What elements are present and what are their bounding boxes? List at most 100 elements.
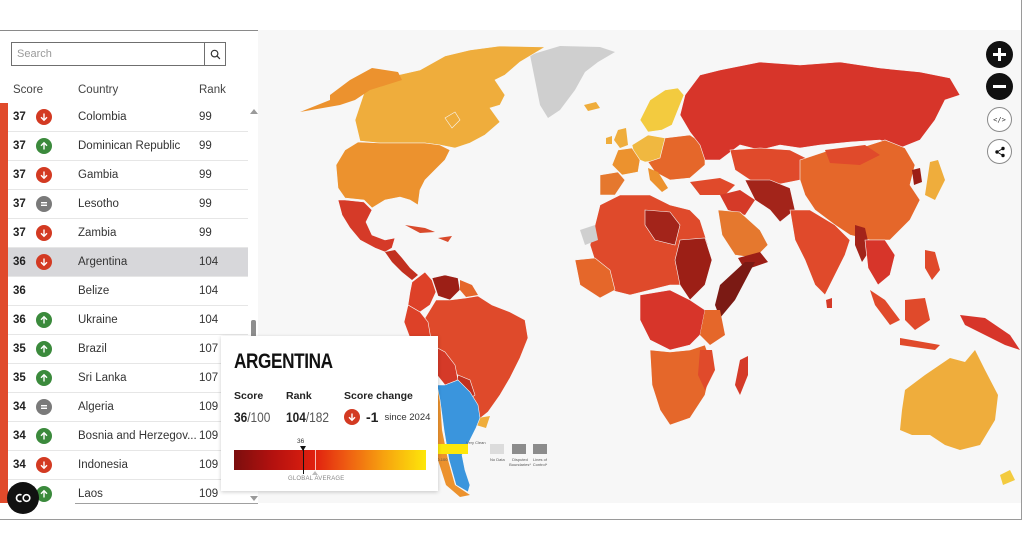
arrow-down-icon <box>36 457 52 473</box>
country-guyanas[interactable] <box>460 280 478 297</box>
region-southeast-asia[interactable] <box>864 239 896 286</box>
country-japan[interactable] <box>925 160 945 200</box>
global-average-label: GLOBAL AVERAGE <box>288 476 345 482</box>
country-sri-lanka[interactable] <box>826 298 832 308</box>
table-row[interactable]: 34 Algeria 109 <box>0 393 248 422</box>
table-row[interactable]: 37 Lesotho 99 <box>0 190 248 219</box>
table-row[interactable]: 37 Zambia 99 <box>0 219 248 248</box>
share-button[interactable] <box>987 139 1012 164</box>
country-list[interactable]: 37 Colombia 99 37 Dominican Republic 99 37 Gamb… <box>0 103 248 503</box>
ranking-sidebar: Score Country Rank 37 Colombia 99 37 Dominic… <box>0 31 258 505</box>
region-caribbean[interactable] <box>405 225 452 242</box>
country-spain[interactable] <box>599 171 626 196</box>
region-central-america[interactable] <box>385 250 418 280</box>
row-rank: 104 <box>199 256 219 268</box>
country-western-sahara[interactable] <box>580 225 598 245</box>
region-central-asia[interactable] <box>729 147 811 186</box>
equal-icon <box>36 399 52 415</box>
country-china[interactable] <box>799 139 921 241</box>
plus-icon <box>993 48 1006 61</box>
scrollbar-thumb[interactable] <box>251 320 256 338</box>
score-change-value: -1 <box>366 409 379 425</box>
country-indonesia[interactable] <box>870 290 940 350</box>
region-scandinavia[interactable] <box>639 87 685 133</box>
region-west-africa[interactable] <box>574 257 616 299</box>
table-row[interactable]: 34 Bosnia and Herzegov... 109 <box>0 422 248 451</box>
table-row[interactable]: 37 Gambia 99 <box>0 161 248 190</box>
country-somalia[interactable] <box>715 262 755 318</box>
table-row[interactable]: 36 Belize 104 <box>0 277 248 306</box>
score-change: -1 since 2024 <box>344 409 430 425</box>
country-sudan[interactable] <box>674 237 713 301</box>
table-row[interactable]: 36 Argentina 104 <box>0 248 248 277</box>
row-score: 36 <box>13 256 26 268</box>
country-mozambique[interactable] <box>698 350 715 390</box>
row-rank: 109 <box>199 459 219 471</box>
country-usa[interactable] <box>335 141 451 209</box>
column-header-country[interactable]: Country <box>78 84 119 96</box>
country-venezuela[interactable] <box>431 274 461 301</box>
country-north-korea[interactable] <box>912 168 922 185</box>
country-mongolia[interactable] <box>825 145 880 165</box>
table-row[interactable]: 37 Dominican Republic 99 <box>0 132 248 161</box>
country-colombia[interactable] <box>407 271 437 313</box>
search-button[interactable] <box>204 43 225 65</box>
region-east-africa[interactable] <box>700 310 725 345</box>
legend-label-no-data: No Data <box>490 457 505 462</box>
row-country: Lesotho <box>78 198 119 210</box>
list-scrollbar[interactable] <box>249 105 258 503</box>
row-rank: 99 <box>199 227 212 239</box>
table-row[interactable]: 37 Colombia 99 <box>0 103 248 132</box>
column-header-rank[interactable]: Rank <box>199 84 226 96</box>
country-chile[interactable] <box>428 368 470 497</box>
row-rank: 99 <box>199 169 212 181</box>
country-italy[interactable] <box>648 168 668 192</box>
row-score: 37 <box>13 169 26 181</box>
arrow-up-icon <box>36 138 52 154</box>
row-score: 34 <box>13 430 26 442</box>
country-iran-afghanistan[interactable] <box>744 179 796 223</box>
floating-co-button[interactable] <box>7 482 39 514</box>
row-score: 37 <box>13 227 26 239</box>
country-saudi-arabia[interactable] <box>717 209 769 259</box>
country-australia[interactable] <box>900 350 998 450</box>
table-row[interactable]: 34 Indonesia 109 <box>0 451 248 480</box>
country-canada[interactable] <box>354 45 547 149</box>
table-row[interactable]: 35 Sri Lanka 107 <box>0 364 248 393</box>
table-row[interactable]: 36 Ukraine 104 <box>0 306 248 335</box>
region-southern-africa[interactable] <box>649 344 713 426</box>
region-central-africa[interactable] <box>639 289 706 351</box>
country-iraq-syria[interactable] <box>720 190 755 215</box>
zoom-in-button[interactable] <box>986 41 1013 68</box>
world-map-svg[interactable] <box>258 30 1021 503</box>
table-row[interactable]: 35 Brazil 107 <box>0 335 248 364</box>
country-papua[interactable] <box>960 315 1020 350</box>
embed-button[interactable]: </> <box>987 107 1012 132</box>
row-country: Laos <box>78 488 103 500</box>
column-header-score[interactable]: Score <box>13 84 44 96</box>
country-mexico[interactable] <box>337 199 396 253</box>
country-usa-alaska[interactable] <box>300 68 402 112</box>
frame-right-border <box>1021 0 1022 520</box>
country-new-zealand[interactable] <box>1000 470 1015 485</box>
minus-icon <box>993 85 1006 88</box>
country-madagascar[interactable] <box>735 356 748 395</box>
country-russia[interactable] <box>679 61 961 161</box>
scroll-up-arrow-icon[interactable] <box>250 109 258 114</box>
country-uk[interactable] <box>606 128 628 148</box>
country-turkey[interactable] <box>690 178 735 195</box>
country-iceland[interactable] <box>584 102 600 111</box>
score-gradient-bar <box>234 450 426 470</box>
country-philippines[interactable] <box>925 250 940 280</box>
code-icon: </> <box>993 115 1006 124</box>
country-india[interactable] <box>789 209 851 296</box>
row-rank: 99 <box>199 198 212 210</box>
country-libya[interactable] <box>644 209 681 246</box>
country-france[interactable] <box>611 147 641 176</box>
zoom-out-button[interactable] <box>986 73 1013 100</box>
scroll-down-arrow-icon[interactable] <box>250 496 258 501</box>
search-input[interactable] <box>12 43 205 65</box>
country-greenland[interactable] <box>530 46 615 118</box>
arrow-up-icon <box>36 312 52 328</box>
